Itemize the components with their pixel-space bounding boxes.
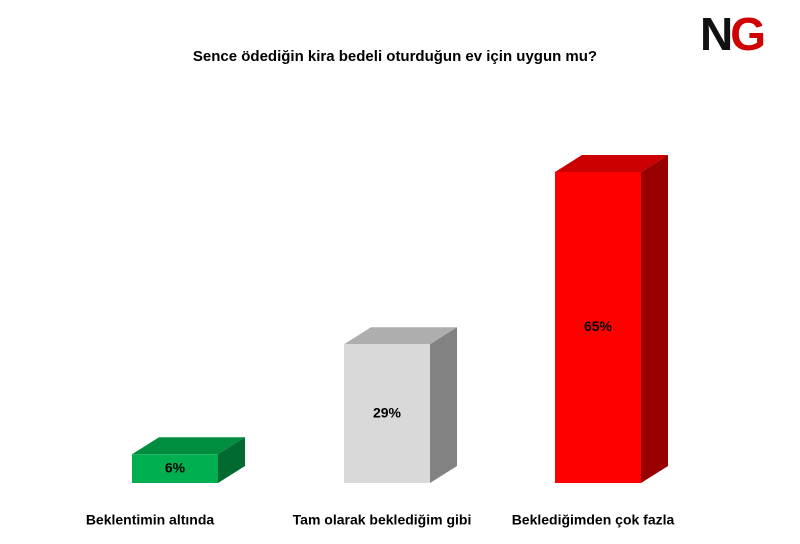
value-label: 6%	[165, 459, 186, 475]
bar-side	[430, 327, 457, 483]
x-tick-label: Beklentimin altında	[86, 512, 215, 528]
bar	[344, 344, 430, 483]
value-label: 65%	[584, 318, 613, 334]
bar-top	[344, 327, 457, 345]
logo-n: N	[700, 8, 731, 60]
value-label: 29%	[373, 404, 402, 420]
bar-side	[641, 154, 668, 483]
bar-top	[555, 154, 668, 172]
bar	[132, 454, 218, 483]
x-tick-label: Beklediğimden çok fazla	[512, 512, 675, 528]
chart-title: Sence ödediğin kira bedeli oturduğun ev …	[193, 48, 597, 65]
bar-top	[132, 437, 245, 455]
x-tick-label: Tam olarak beklediğim gibi	[293, 512, 472, 528]
logo: NG	[700, 8, 763, 60]
bar-side	[218, 437, 245, 483]
bar	[555, 171, 641, 483]
logo-g: G	[730, 8, 763, 60]
